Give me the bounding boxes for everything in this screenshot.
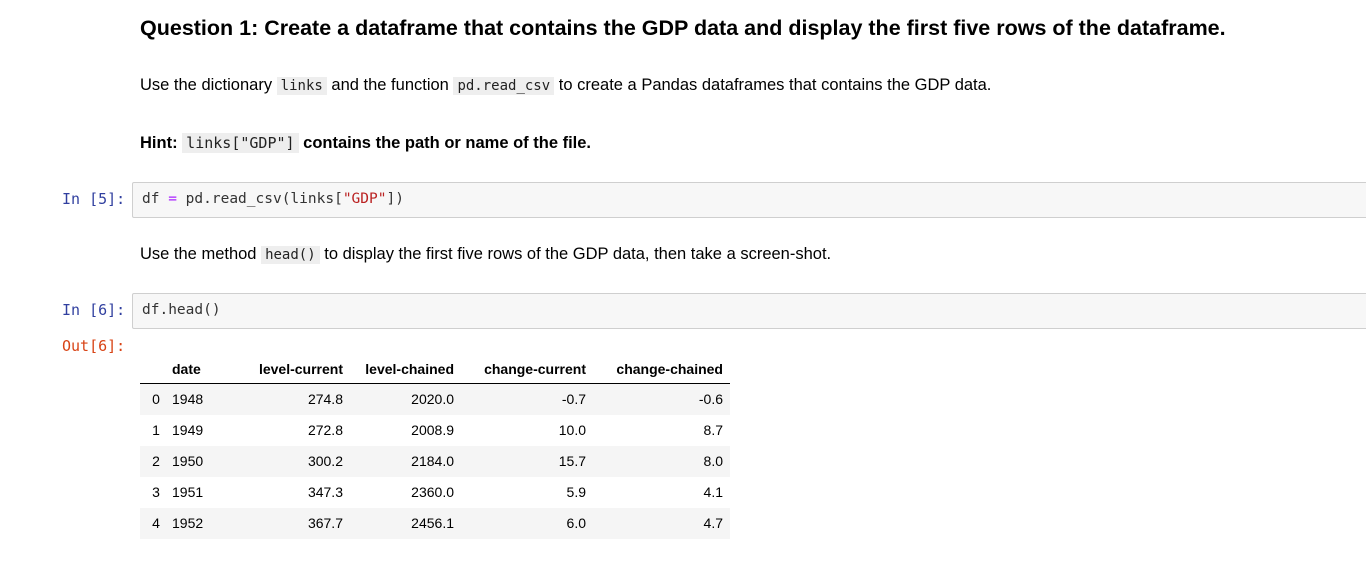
paragraph-text: to create a Pandas dataframes that conta… [558, 76, 992, 94]
cell-date: 1952 [172, 515, 204, 531]
cell-change-current: 6.0 [566, 515, 586, 531]
paragraph-text: and the function [331, 76, 449, 94]
cell-date: 1951 [172, 484, 204, 500]
header-index [140, 354, 172, 384]
hint-label: Hint: [140, 134, 178, 152]
cell-change-chained: 4.7 [703, 515, 723, 531]
header-change-current: change-current [461, 354, 593, 384]
cell-level-chained: 2456.1 [411, 515, 454, 531]
table-row: 0 1948 274.8 2020.0 -0.7 -0.6 [140, 383, 730, 415]
table-row: 1 1949 272.8 2008.9 10.0 8.7 [140, 415, 730, 446]
table-row: 4 1952 367.7 2456.1 6.0 4.7 [140, 507, 730, 539]
code-variable: df [142, 191, 160, 207]
header-change-chained: change-chained [593, 354, 730, 384]
inline-code-head: head() [261, 246, 320, 264]
cell-level-chained: 2008.9 [411, 422, 454, 438]
cell-change-chained: 8.7 [703, 422, 723, 438]
cell-level-current: 367.7 [307, 515, 343, 531]
code-cell-6[interactable]: df.head() [132, 293, 1366, 329]
header-level-chained: level-chained [343, 354, 461, 384]
paragraph-text: Use the method [140, 245, 257, 263]
paragraph-text: to display the first five rows of the GD… [324, 245, 832, 263]
cell-date: 1950 [172, 453, 204, 469]
cell-level-chained: 2020.0 [411, 391, 454, 408]
paragraph-text: Use the dictionary [140, 76, 273, 94]
question-heading: Question 1: Create a dataframe that cont… [140, 16, 1226, 40]
header-date: date [172, 354, 222, 384]
cell-level-chained: 2184.0 [411, 453, 454, 469]
output-prompt-6: Out[6]: [62, 337, 126, 355]
row-index: 1 [152, 422, 160, 438]
dataframe-table: date level-current level-chained change-… [140, 354, 730, 539]
cell-change-current: 15.7 [558, 453, 586, 469]
cell-change-chained: -0.6 [698, 391, 723, 408]
cell-change-chained: 8.0 [703, 453, 723, 469]
inline-code-read-csv: pd.read_csv [453, 77, 555, 95]
row-index: 3 [152, 484, 160, 500]
cell-change-chained: 4.1 [703, 484, 723, 500]
row-index: 2 [152, 453, 160, 469]
input-prompt-6: In [6]: [62, 301, 126, 319]
header-level-current: level-current [222, 354, 343, 384]
cell-level-chained: 2360.0 [411, 484, 454, 500]
cell-change-current: 5.9 [566, 484, 586, 500]
hint-text: contains the path or name of the file. [303, 134, 592, 152]
instruction-paragraph-2: Use the method head() to display the fir… [140, 245, 831, 264]
table-row: 3 1951 347.3 2360.0 5.9 4.1 [140, 477, 730, 508]
code-string: "GDP" [342, 191, 387, 207]
code-line: df = pd.read_csv(links["GDP"]) [142, 191, 404, 207]
cell-change-current: 10.0 [558, 422, 586, 438]
inline-code-links: links [276, 77, 327, 95]
code-cell-5[interactable]: df = pd.read_csv(links["GDP"]) [132, 182, 1366, 218]
cell-level-current: 300.2 [307, 453, 343, 469]
cell-level-current: 272.8 [307, 422, 343, 438]
cell-date: 1948 [172, 391, 204, 408]
cell-date: 1949 [172, 422, 204, 438]
input-prompt-5: In [5]: [62, 190, 126, 208]
table-row: 2 1950 300.2 2184.0 15.7 8.0 [140, 445, 730, 477]
cell-level-current: 274.8 [307, 391, 343, 408]
instruction-paragraph: Use the dictionary links and the functio… [140, 76, 991, 95]
row-index: 4 [152, 515, 160, 531]
row-index: 0 [152, 391, 160, 408]
hint-paragraph: Hint: links["GDP"] contains the path or … [140, 133, 592, 153]
inline-code-links-gdp: links["GDP"] [182, 133, 299, 153]
cell-change-current: -0.7 [561, 391, 586, 408]
code-close: ]) [386, 191, 404, 207]
table-header-row: date level-current level-chained change-… [140, 354, 730, 384]
code-call: pd.read_csv(links[ [185, 191, 343, 207]
code-line: df.head() [142, 302, 221, 318]
cell-level-current: 347.3 [307, 484, 343, 500]
code-operator: = [168, 191, 177, 207]
